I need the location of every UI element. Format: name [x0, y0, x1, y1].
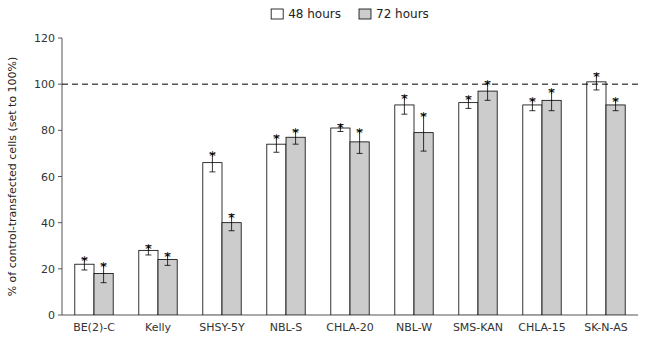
x-tick-label: NBL-W	[396, 321, 432, 334]
bar	[478, 91, 497, 315]
bar	[414, 133, 433, 315]
x-tick-label: CHLA-15	[518, 321, 566, 334]
bar	[606, 105, 625, 315]
error-bar-cap	[209, 171, 215, 172]
y-tick-label: 40	[41, 217, 55, 230]
x-tick-label: SK-N-AS	[584, 321, 627, 334]
bar	[75, 264, 94, 315]
y-tick	[58, 84, 62, 85]
error-bar-cap	[293, 144, 299, 145]
annotation: *	[593, 69, 600, 84]
bar	[139, 250, 158, 315]
y-tick-label: 100	[34, 78, 55, 91]
error-bar-cap	[81, 269, 87, 270]
annotation: *	[337, 120, 344, 135]
bar	[587, 82, 606, 315]
legend-swatch	[359, 9, 371, 19]
y-tick-label: 0	[48, 309, 55, 322]
bar	[542, 100, 561, 315]
x-tick-label: BE(2)-C	[73, 321, 115, 334]
x-tick-label: CHLA-20	[326, 321, 374, 334]
series	[75, 74, 606, 315]
bar	[331, 128, 350, 315]
bar	[267, 144, 286, 315]
y-tick	[58, 38, 62, 39]
annotation: *	[164, 249, 171, 264]
bar	[158, 260, 177, 315]
legend-label: 48 hours	[288, 7, 341, 21]
annotation: *	[81, 253, 88, 268]
error-bar-cap	[229, 230, 235, 231]
y-tick	[58, 268, 62, 269]
y-tick	[58, 315, 62, 316]
error-bar-cap	[485, 100, 491, 101]
annotation: *	[401, 91, 408, 106]
error-bar-cap	[273, 152, 279, 153]
plot-area	[62, 74, 638, 315]
legend-swatch	[271, 9, 283, 19]
y-axis: 0 20 40 60 80 100 120	[34, 32, 638, 322]
y-tick-label: 60	[41, 171, 55, 184]
series	[94, 82, 625, 315]
annotation: *	[484, 77, 491, 92]
bar	[459, 103, 478, 315]
y-tick	[58, 176, 62, 177]
x-tick-label: SHSY-5Y	[199, 321, 245, 334]
annotation: *	[465, 92, 472, 107]
y-axis-line	[62, 38, 63, 315]
error-bar-cap	[401, 114, 407, 115]
y-tick-label: 120	[34, 32, 55, 45]
y-axis-label: % of control-transfected cells (set to 1…	[6, 57, 19, 297]
chart: 0 20 40 60 80 100 120 % of control-transfected …	[0, 0, 650, 341]
bar	[286, 137, 305, 315]
bar	[222, 223, 241, 315]
error-bar-cap	[101, 282, 107, 283]
error-bar-cap	[613, 110, 619, 111]
legend-label: 72 hours	[376, 7, 429, 21]
error-bar-cap	[529, 110, 535, 111]
bar	[203, 163, 222, 315]
y-tick	[58, 222, 62, 223]
legend-item: 72 hours	[359, 7, 429, 21]
bar	[523, 105, 542, 315]
annotation: *	[209, 148, 216, 163]
error-bar-cap	[593, 89, 599, 90]
x-tick-label: Kelly	[145, 321, 172, 334]
x-tick-label: NBL-S	[270, 321, 303, 334]
annotation: *	[548, 85, 555, 100]
x-tick-label: SMS-KAN	[453, 321, 503, 334]
error-bar-cap	[465, 108, 471, 109]
annotations: * * * * * * * * * * * * * * * * * *	[81, 69, 619, 274]
legend-item: 48 hours	[271, 7, 341, 21]
error-bar-cap	[165, 265, 171, 266]
bar	[395, 105, 414, 315]
annotation: *	[529, 94, 536, 109]
error-bar-cap	[421, 151, 427, 152]
y-tick-label: 80	[41, 124, 55, 137]
y-tick	[58, 130, 62, 131]
error-bar-cap	[357, 153, 363, 154]
y-tick-label: 20	[41, 263, 55, 276]
annotation: *	[292, 125, 299, 140]
error-bar-cap	[549, 110, 555, 111]
annotation: *	[228, 210, 235, 225]
annotation: *	[356, 125, 363, 140]
annotation: *	[100, 259, 107, 274]
annotation: *	[612, 94, 619, 109]
annotation: *	[420, 109, 427, 124]
bar	[350, 142, 369, 315]
annotation: *	[145, 241, 152, 256]
legend: 48 hours 72 hours	[271, 7, 429, 21]
annotation: *	[273, 131, 280, 146]
